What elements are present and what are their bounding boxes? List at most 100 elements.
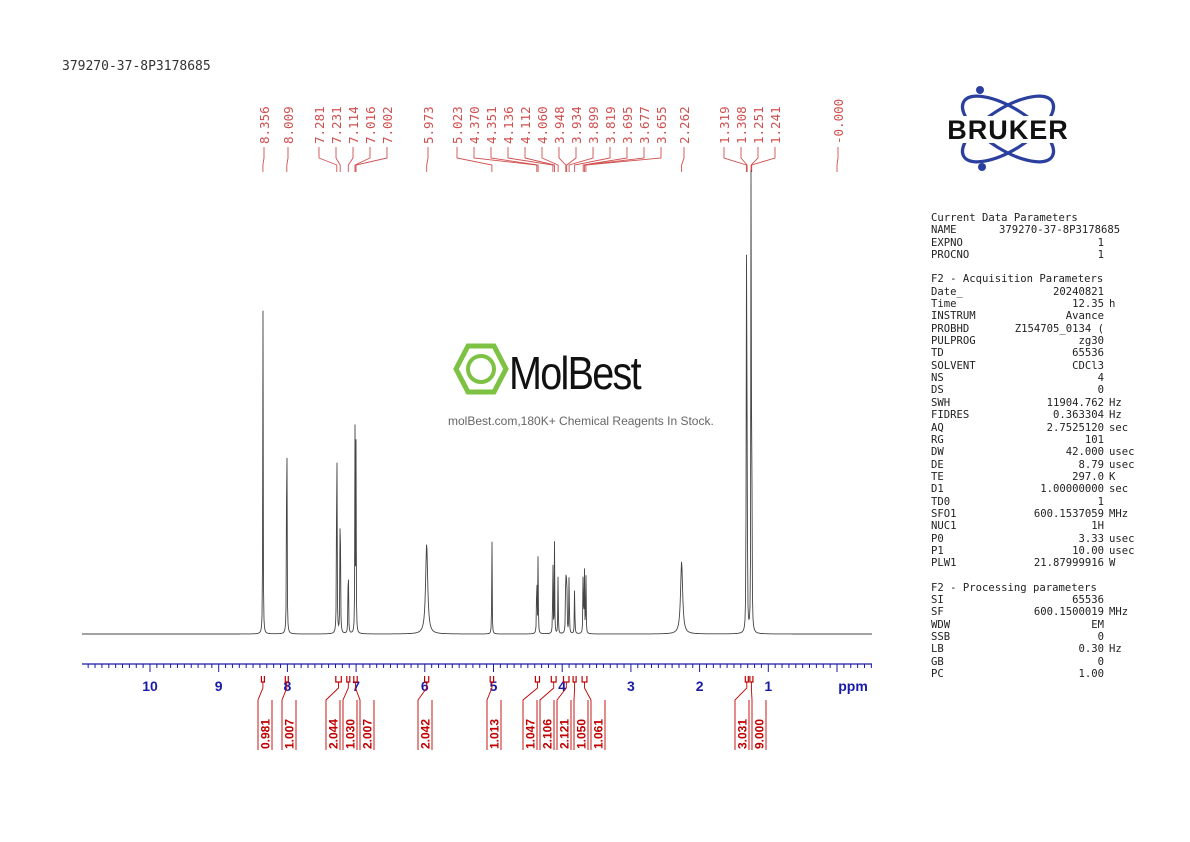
param-key: TD0 bbox=[931, 495, 951, 508]
param-value: 20240821 bbox=[1052, 285, 1104, 298]
param-value: 1H bbox=[1091, 520, 1104, 533]
param-row-si: SI 65536 bbox=[931, 594, 1139, 606]
peak-label: 5.973 bbox=[421, 106, 436, 144]
param-unit bbox=[1104, 372, 1139, 384]
param-value: 600.1500019 bbox=[1033, 606, 1104, 619]
param-value: Z154705_0134 ( bbox=[1014, 322, 1104, 335]
peak-leader-line bbox=[582, 147, 628, 172]
param-row-sf: SF 600.1500019 MHz bbox=[931, 606, 1139, 618]
param-key: FIDRES bbox=[931, 409, 970, 422]
bruker-logo: BRUKER bbox=[924, 86, 1092, 171]
param-row-ds: DS 0 bbox=[931, 384, 1139, 396]
integral-value: 0.981 bbox=[259, 719, 273, 749]
peak-label: 2.262 bbox=[677, 106, 692, 144]
param-row-td0: TD0 1 bbox=[931, 496, 1139, 508]
peak-leader-line bbox=[426, 147, 429, 172]
param-unit: h bbox=[1109, 298, 1116, 311]
param-key: TE bbox=[931, 470, 944, 483]
peak-leader-line bbox=[524, 147, 555, 172]
integral-value: 9.000 bbox=[753, 719, 767, 749]
param-key: RG bbox=[931, 433, 944, 446]
peak-leader-line bbox=[355, 147, 388, 172]
param-unit: usec bbox=[1109, 446, 1135, 459]
param-row-de: DE 8.79 usec bbox=[931, 459, 1139, 471]
x-tick-label: 5 bbox=[490, 678, 498, 694]
peak-label: 8.356 bbox=[257, 106, 272, 144]
integral-value: 2.121 bbox=[558, 719, 572, 749]
peak-leader-line bbox=[568, 147, 594, 172]
molbest-watermark: MolBest molBest.com,180K+ Chemical Reage… bbox=[446, 340, 746, 435]
x-tick-label: 8 bbox=[284, 678, 292, 694]
peak-label-layer: 8.356 8.009 7.281 7.231 7.114 7.016 7.002 5.973… bbox=[257, 99, 846, 172]
integral-leader-line bbox=[573, 682, 576, 750]
x-tick-label: 6 bbox=[421, 678, 429, 694]
param-value: zg30 bbox=[1078, 335, 1104, 348]
param-value: 10.00 bbox=[1072, 544, 1104, 557]
molbest-wordmark: MolBest bbox=[509, 347, 642, 399]
peak-leader-line bbox=[558, 147, 567, 172]
integral-bracket bbox=[744, 676, 749, 683]
param-key: INSTRUM bbox=[931, 310, 976, 323]
param-key: SI bbox=[931, 593, 944, 606]
param-value: 297.0 bbox=[1072, 470, 1104, 483]
peak-leader-line bbox=[574, 147, 611, 172]
param-value: 21.87999916 bbox=[1033, 557, 1104, 570]
peak-leader-line bbox=[750, 147, 759, 172]
peak-label: 4.112 bbox=[518, 106, 533, 144]
param-unit: Hz bbox=[1109, 396, 1122, 409]
integral-leader-line bbox=[734, 682, 748, 750]
integral-value: 1.061 bbox=[592, 719, 606, 749]
x-axis: 10 9 8 7 6 5 4 3 2 1 ppm bbox=[82, 663, 872, 694]
param-value: CDCl3 bbox=[1072, 359, 1104, 372]
peak-label: 3.948 bbox=[552, 106, 567, 144]
param-unit: usec bbox=[1109, 544, 1135, 557]
peak-leader-line bbox=[740, 147, 748, 172]
param-unit bbox=[1104, 434, 1139, 446]
peak-label: 3.655 bbox=[654, 106, 669, 144]
param-value: 3.33 bbox=[1078, 532, 1104, 545]
param-key: NUC1 bbox=[931, 520, 957, 533]
peak-leader-line bbox=[456, 147, 493, 172]
param-value: 11904.762 bbox=[1046, 396, 1104, 409]
peak-leader-line bbox=[541, 147, 559, 172]
section-header: F2 - Processing parameters bbox=[931, 581, 1097, 594]
peak-label: 1.319 bbox=[717, 106, 732, 144]
peak-label: 3.677 bbox=[637, 106, 652, 144]
param-value: 379270-37-8P3178685 bbox=[999, 224, 1121, 237]
integral-value: 1.007 bbox=[283, 719, 297, 749]
param-key: LB bbox=[931, 643, 944, 656]
param-unit bbox=[1104, 496, 1139, 508]
param-key: GB bbox=[931, 655, 944, 668]
param-row-aq: AQ 2.7525120 sec bbox=[931, 422, 1139, 434]
param-key: AQ bbox=[931, 421, 944, 434]
peak-label: 4.136 bbox=[501, 106, 516, 144]
param-unit bbox=[1104, 323, 1139, 335]
peak-label: 1.308 bbox=[734, 106, 749, 144]
sample-title: 379270-37-8P3178685 bbox=[62, 59, 211, 74]
peak-leader-line bbox=[354, 147, 371, 172]
param-row-wdw: WDW EM bbox=[931, 619, 1139, 631]
integral-leader-line bbox=[417, 682, 428, 750]
param-row-date: Date_ 20240821 bbox=[931, 286, 1139, 298]
param-value: 0.30 bbox=[1078, 643, 1104, 656]
param-row-sfo1: SFO1 600.1537059 MHz bbox=[931, 508, 1139, 520]
peak-leader-line bbox=[347, 147, 354, 172]
peak-leader-line bbox=[585, 147, 662, 172]
param-row-fidres: FIDRES 0.363304 Hz bbox=[931, 409, 1139, 421]
param-key: DW bbox=[931, 446, 944, 459]
param-row-time: Time 12.35 h bbox=[931, 298, 1139, 310]
param-row-pc: PC 1.00 bbox=[931, 668, 1139, 680]
peak-leader-line bbox=[318, 147, 338, 172]
molbest-tagline: molBest.com,180K+ Chemical Reagents In S… bbox=[448, 414, 714, 428]
hexagon-logo-icon bbox=[453, 343, 509, 395]
param-key: DS bbox=[931, 384, 944, 397]
peak-label: 4.060 bbox=[535, 106, 550, 144]
param-key: TD bbox=[931, 347, 944, 360]
peak-label: 7.016 bbox=[363, 106, 378, 144]
param-value: 1.00 bbox=[1078, 668, 1104, 681]
integral-bracket bbox=[581, 676, 588, 683]
param-unit bbox=[1104, 384, 1139, 396]
param-unit: MHz bbox=[1109, 606, 1129, 619]
peak-leader-line bbox=[723, 147, 747, 172]
param-row-p1: P1 10.00 usec bbox=[931, 545, 1139, 557]
